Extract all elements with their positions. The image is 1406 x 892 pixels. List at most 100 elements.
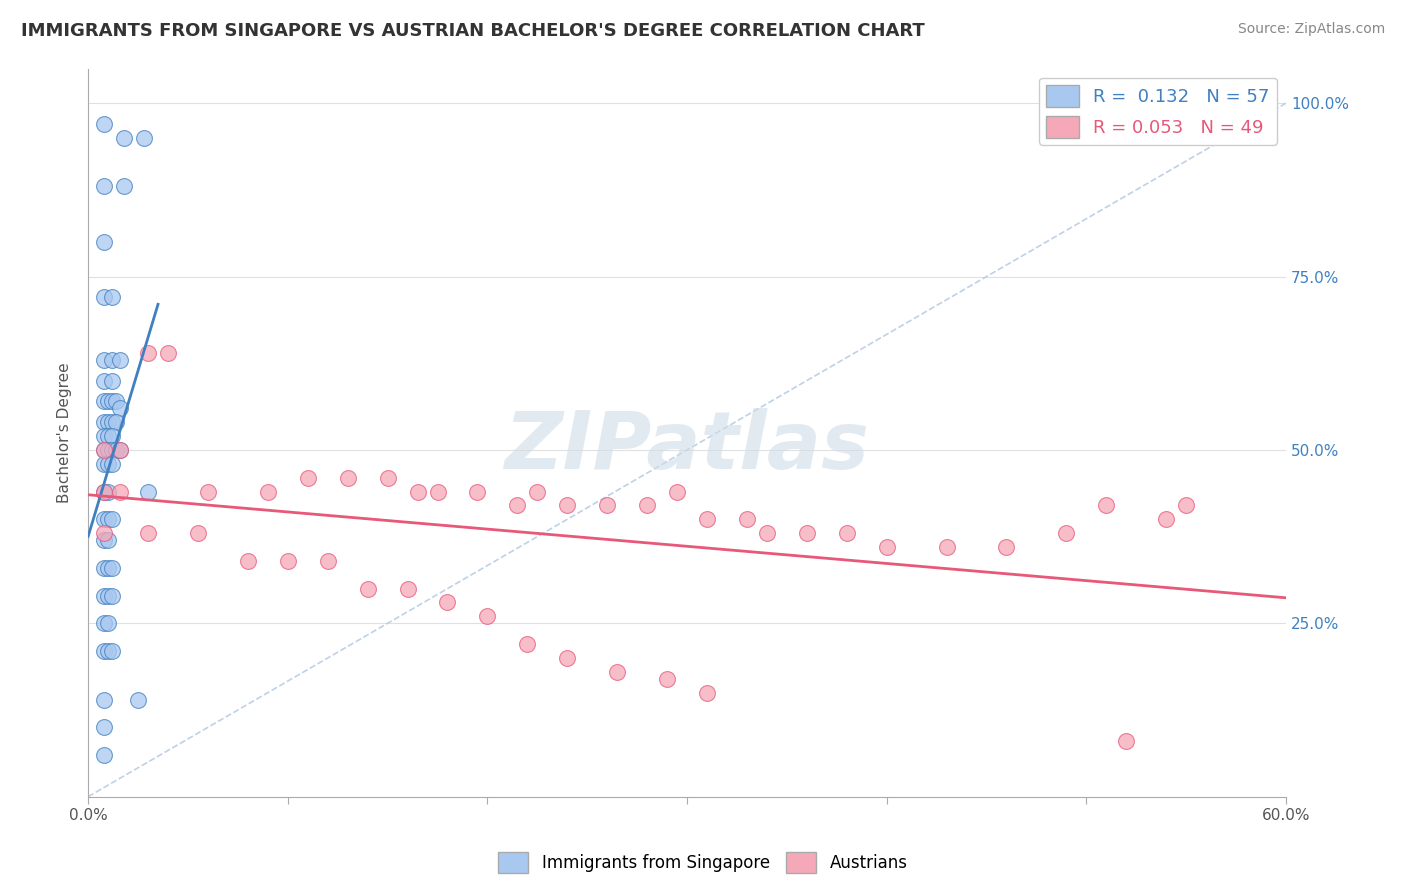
Point — [97, 415, 120, 429]
Point — [127, 692, 149, 706]
Point — [93, 457, 115, 471]
Point — [696, 686, 718, 700]
Point — [93, 747, 115, 762]
Point — [696, 512, 718, 526]
Point — [277, 554, 299, 568]
Y-axis label: Bachelor's Degree: Bachelor's Degree — [58, 362, 72, 503]
Point — [101, 374, 124, 388]
Point — [1175, 499, 1198, 513]
Point — [101, 429, 124, 443]
Point — [1095, 499, 1118, 513]
Point — [93, 374, 115, 388]
Point — [316, 554, 339, 568]
Point — [796, 526, 818, 541]
Point — [156, 346, 179, 360]
Point — [666, 484, 689, 499]
Point — [995, 540, 1018, 554]
Point — [406, 484, 429, 499]
Point — [101, 644, 124, 658]
Point — [436, 595, 458, 609]
Point — [526, 484, 548, 499]
Point — [97, 616, 120, 631]
Point — [356, 582, 378, 596]
Point — [377, 471, 399, 485]
Point — [105, 394, 128, 409]
Point — [93, 616, 115, 631]
Point — [105, 415, 128, 429]
Point — [93, 290, 115, 304]
Point — [93, 484, 115, 499]
Point — [1154, 512, 1177, 526]
Point — [1054, 526, 1077, 541]
Point — [506, 499, 529, 513]
Point — [101, 512, 124, 526]
Text: IMMIGRANTS FROM SINGAPORE VS AUSTRIAN BACHELOR'S DEGREE CORRELATION CHART: IMMIGRANTS FROM SINGAPORE VS AUSTRIAN BA… — [21, 22, 925, 40]
Point — [93, 512, 115, 526]
Point — [93, 589, 115, 603]
Point — [101, 290, 124, 304]
Point — [112, 179, 135, 194]
Point — [101, 561, 124, 575]
Point — [112, 131, 135, 145]
Point — [477, 609, 499, 624]
Point — [97, 484, 120, 499]
Point — [197, 484, 219, 499]
Point — [93, 561, 115, 575]
Point — [132, 131, 155, 145]
Point — [136, 346, 159, 360]
Point — [187, 526, 209, 541]
Point — [876, 540, 898, 554]
Point — [555, 651, 578, 665]
Point — [735, 512, 758, 526]
Point — [101, 415, 124, 429]
Point — [93, 352, 115, 367]
Point — [93, 179, 115, 194]
Point — [336, 471, 359, 485]
Point — [93, 692, 115, 706]
Point — [97, 533, 120, 547]
Point — [93, 644, 115, 658]
Point — [516, 637, 538, 651]
Point — [105, 442, 128, 457]
Point — [108, 484, 131, 499]
Point — [396, 582, 419, 596]
Point — [606, 665, 628, 679]
Point — [108, 401, 131, 416]
Point — [755, 526, 778, 541]
Point — [467, 484, 489, 499]
Point — [935, 540, 957, 554]
Point — [93, 415, 115, 429]
Legend: Immigrants from Singapore, Austrians: Immigrants from Singapore, Austrians — [492, 846, 914, 880]
Point — [97, 442, 120, 457]
Point — [93, 394, 115, 409]
Point — [97, 561, 120, 575]
Point — [655, 672, 678, 686]
Point — [101, 457, 124, 471]
Point — [1115, 734, 1137, 748]
Point — [97, 457, 120, 471]
Point — [426, 484, 449, 499]
Text: Source: ZipAtlas.com: Source: ZipAtlas.com — [1237, 22, 1385, 37]
Text: ZIPatlas: ZIPatlas — [505, 409, 869, 486]
Point — [108, 442, 131, 457]
Point — [636, 499, 658, 513]
Point — [93, 117, 115, 131]
Point — [236, 554, 259, 568]
Point — [97, 512, 120, 526]
Point — [93, 720, 115, 734]
Point — [101, 442, 124, 457]
Point — [93, 484, 115, 499]
Point — [97, 394, 120, 409]
Point — [93, 533, 115, 547]
Point — [93, 442, 115, 457]
Point — [256, 484, 278, 499]
Point — [93, 442, 115, 457]
Point — [136, 484, 159, 499]
Point — [93, 429, 115, 443]
Point — [101, 352, 124, 367]
Point — [596, 499, 619, 513]
Point — [93, 235, 115, 249]
Legend: R =  0.132   N = 57, R = 0.053   N = 49: R = 0.132 N = 57, R = 0.053 N = 49 — [1039, 78, 1277, 145]
Point — [97, 589, 120, 603]
Point — [101, 394, 124, 409]
